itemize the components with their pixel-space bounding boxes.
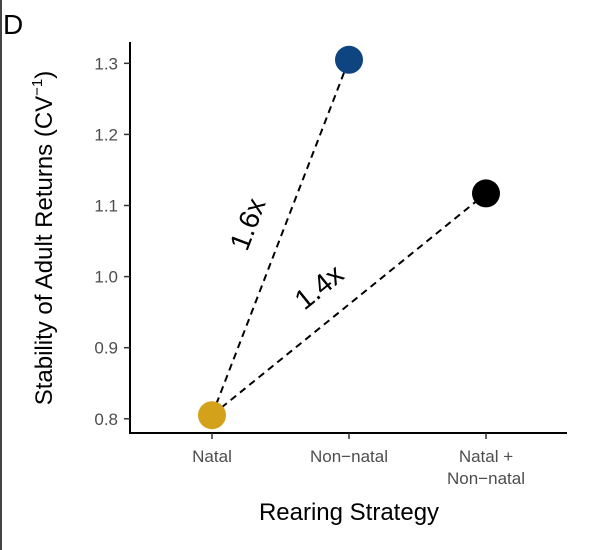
ratio-annotation: 1.6x — [224, 194, 272, 255]
connector-line — [211, 192, 487, 417]
x-axis-ticks: Natal Non−natal Natal + Non−natal — [192, 433, 525, 488]
x-tick-label: Natal — [192, 447, 232, 466]
y-axis-ticks: 0.8 0.9 1.0 1.1 1.2 1.3 — [94, 54, 130, 429]
y-tick-label: 1.1 — [94, 197, 118, 216]
y-tick-label: 1.2 — [94, 125, 118, 144]
y-tick-label: 0.9 — [94, 339, 118, 358]
panel-letter: D — [3, 9, 23, 40]
data-point — [335, 45, 363, 74]
ratio-annotation: 1.4x — [289, 258, 350, 315]
data-point — [198, 401, 226, 430]
y-tick-label: 0.8 — [94, 410, 118, 429]
y-axis-title: Stability of Adult Returns (CV−1) — [29, 71, 58, 406]
ratio-annotations: 1.6x 1.4x — [224, 194, 350, 316]
data-point — [472, 179, 500, 208]
left-border-rule — [0, 0, 2, 550]
y-tick-label: 1.3 — [94, 54, 118, 73]
x-axis-title: Rearing Strategy — [259, 499, 439, 526]
connector-lines — [211, 59, 487, 417]
y-tick-label: 1.0 — [94, 268, 118, 287]
y-axis-title-main: Stability of Adult Returns (CV — [31, 96, 58, 405]
data-points — [198, 45, 500, 430]
y-axis-title-superscript: −1 — [29, 79, 46, 96]
connector-line — [211, 59, 350, 416]
x-tick-label: Natal + Non−natal — [447, 447, 525, 488]
y-axis-title-close: ) — [31, 71, 58, 79]
x-tick-label: Non−natal — [310, 447, 388, 466]
